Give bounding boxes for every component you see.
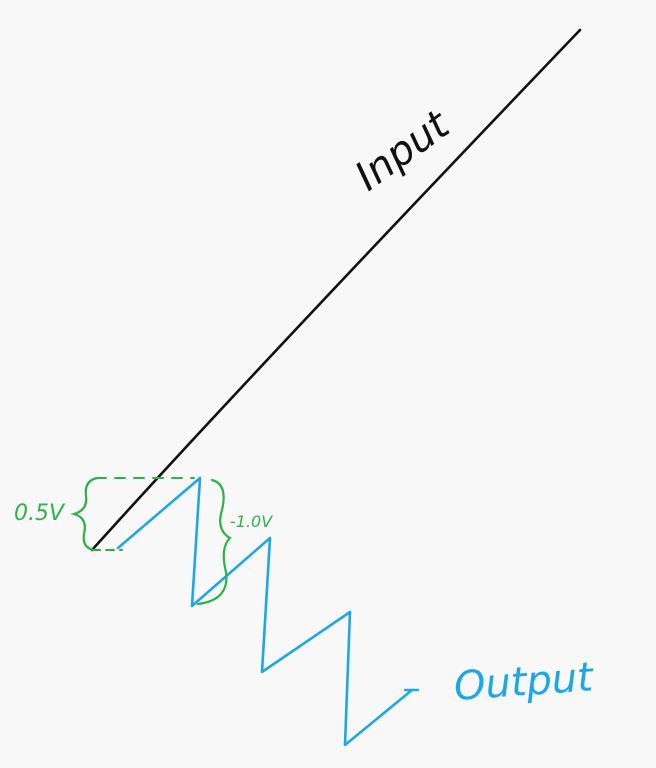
drop-label: -1.0V <box>230 512 273 531</box>
output-sawtooth-line <box>116 476 414 747</box>
input-label: Input <box>347 101 459 200</box>
initial-step-label: 0.5V <box>14 501 66 526</box>
output-label: Output <box>452 654 595 710</box>
input-ramp-line <box>90 28 582 552</box>
initial-step-brace <box>70 476 100 552</box>
drop-brace <box>196 478 232 606</box>
